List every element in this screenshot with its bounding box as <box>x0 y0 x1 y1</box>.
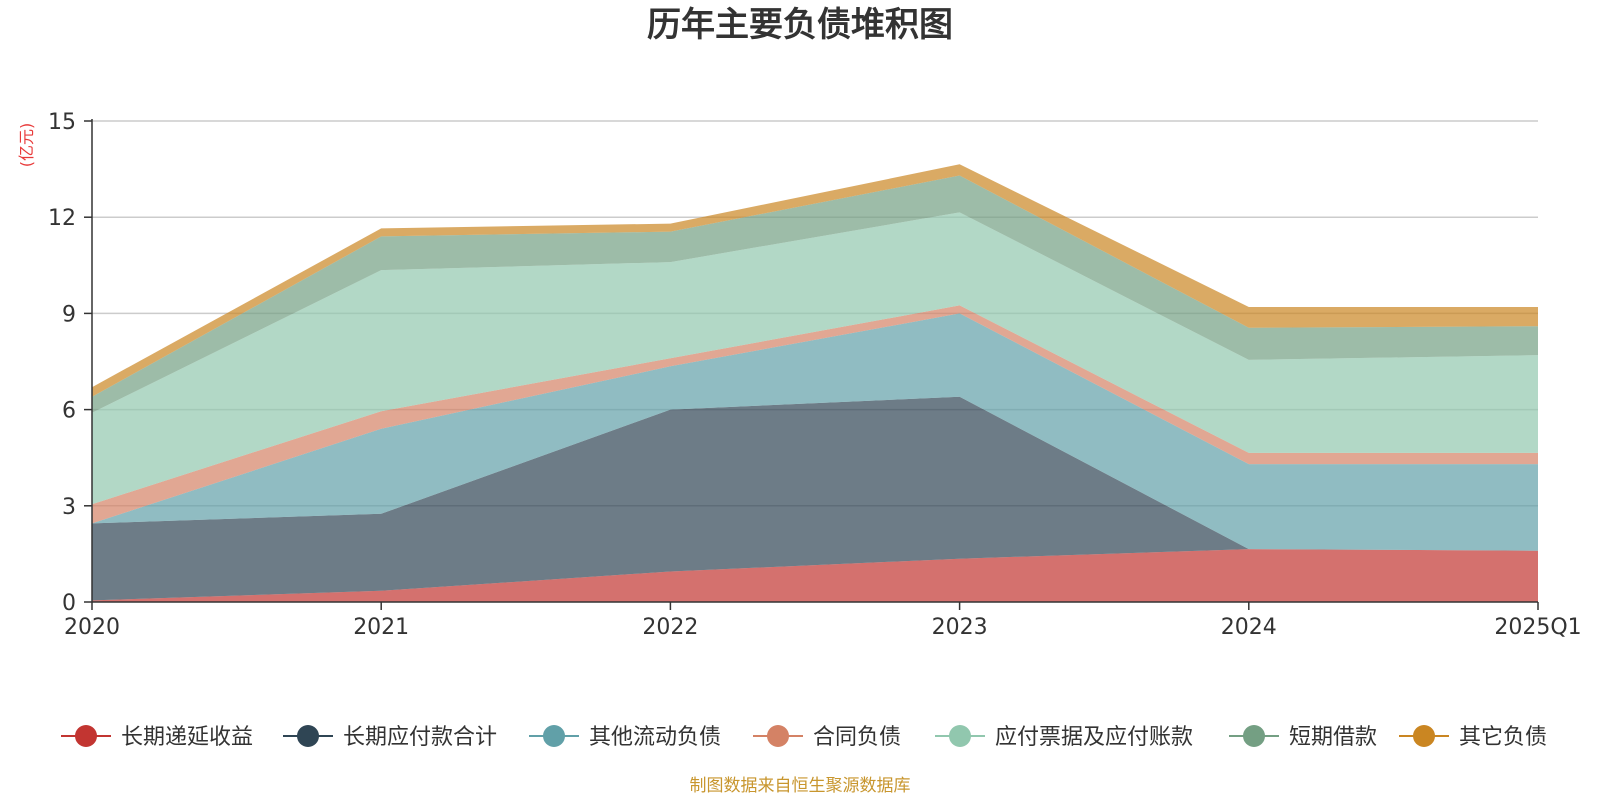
area-series-4 <box>92 305 1538 524</box>
legend-item-7[interactable]: 其它负债 <box>1399 725 1547 750</box>
legend: 长期递延收益 长期应付款合计 其他流动负债 合同负债 应付票据及应付账款 短期借款 其它负债 <box>61 725 1547 750</box>
legend-item-2[interactable]: 长期应付款合计 <box>283 725 497 750</box>
legend-marker-icon <box>543 725 565 747</box>
y-tick-label: 3 <box>62 495 76 520</box>
legend-marker-icon <box>1243 725 1265 747</box>
legend-label: 其它负债 <box>1459 725 1547 750</box>
area-series <box>92 164 1538 602</box>
legend-item-6[interactable]: 短期借款 <box>1229 725 1377 750</box>
data-source-note: 制图数据来自恒生聚源数据库 <box>690 776 911 796</box>
legend-item-1[interactable]: 长期递延收益 <box>61 725 253 750</box>
x-tick-label: 2023 <box>932 615 988 640</box>
legend-label: 其他流动负债 <box>589 725 721 750</box>
legend-label: 短期借款 <box>1289 725 1377 750</box>
y-axis-unit: (亿元) <box>17 123 36 168</box>
area-series-1 <box>92 549 1538 602</box>
x-tick-label: 2020 <box>64 615 120 640</box>
legend-item-4[interactable]: 合同负债 <box>753 725 901 750</box>
legend-marker-icon <box>297 725 319 747</box>
legend-marker-icon <box>1413 725 1435 747</box>
legend-label: 应付票据及应付账款 <box>995 725 1193 750</box>
legend-label: 长期应付款合计 <box>343 725 497 750</box>
legend-label: 合同负债 <box>813 725 901 750</box>
y-tick-label: 12 <box>48 206 76 231</box>
area-series-3 <box>92 313 1538 551</box>
legend-marker-icon <box>75 725 97 747</box>
chart-title: 历年主要负债堆积图 <box>647 5 953 45</box>
area-series-2 <box>92 396 1538 601</box>
area-series-6 <box>92 175 1538 413</box>
x-tick-label: 2021 <box>353 615 409 640</box>
axes: 0 3 6 9 12 15 2020 2021 2022 2023 2024 2025Q1 <box>48 110 1582 640</box>
legend-item-3[interactable]: 其他流动负债 <box>529 725 721 750</box>
y-tick-label: 6 <box>62 399 76 424</box>
legend-item-5[interactable]: 应付票据及应付账款 <box>935 725 1193 750</box>
y-tick-label: 0 <box>62 591 76 616</box>
x-tick-label: 2024 <box>1221 615 1277 640</box>
x-tick-label: 2025Q1 <box>1494 615 1581 640</box>
x-tick-label: 2022 <box>642 615 698 640</box>
legend-marker-icon <box>949 725 971 747</box>
legend-marker-icon <box>767 725 789 747</box>
y-tick-label: 9 <box>62 302 76 327</box>
area-series-5 <box>92 212 1538 505</box>
legend-label: 长期递延收益 <box>121 725 253 750</box>
y-tick-label: 15 <box>48 110 76 135</box>
